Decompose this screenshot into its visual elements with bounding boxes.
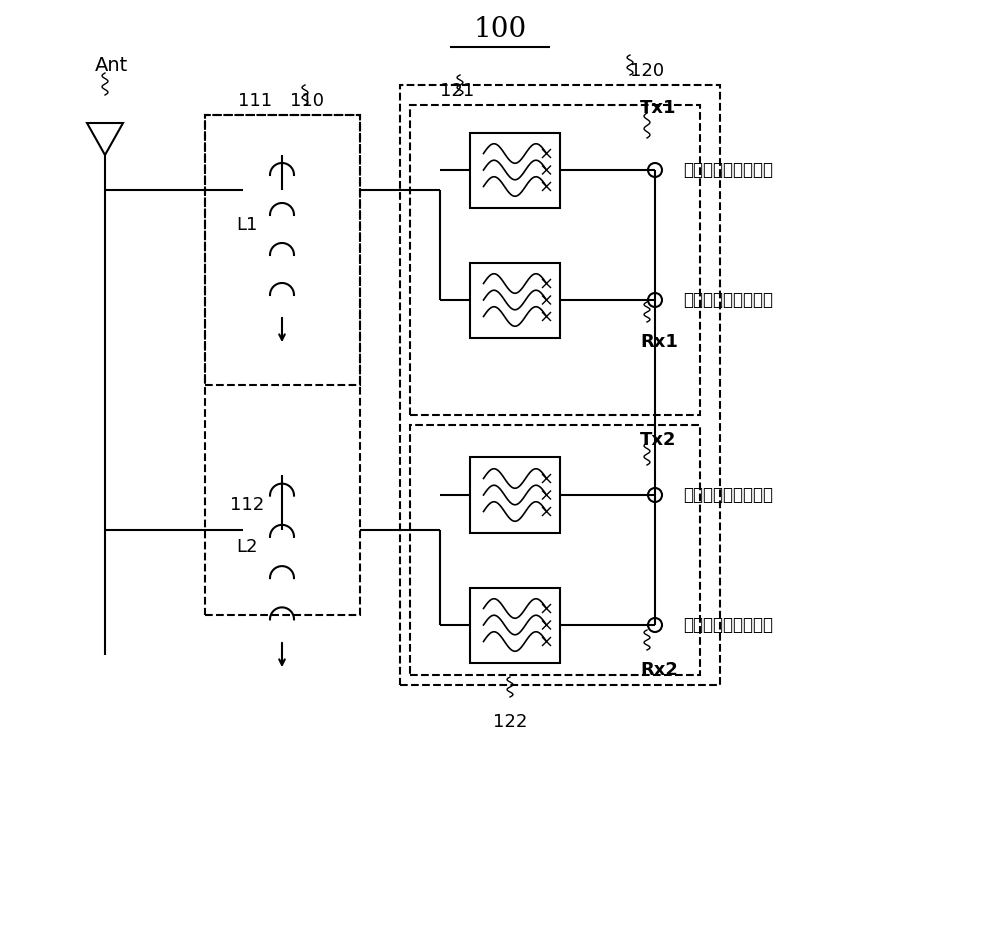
- Text: 120: 120: [630, 62, 664, 80]
- FancyBboxPatch shape: [470, 133, 560, 208]
- FancyBboxPatch shape: [470, 263, 560, 338]
- Text: L1: L1: [236, 216, 258, 234]
- Text: 第二频带的发送信号: 第二频带的发送信号: [683, 486, 773, 504]
- Text: Ant: Ant: [95, 55, 128, 75]
- Text: 100: 100: [473, 17, 527, 44]
- Text: 第一频带的接收信号: 第一频带的接收信号: [683, 291, 773, 309]
- Text: 111: 111: [238, 92, 272, 110]
- Text: Tx2: Tx2: [640, 431, 676, 449]
- Text: 第一频带的发送信号: 第一频带的发送信号: [683, 161, 773, 179]
- Text: Rx1: Rx1: [640, 333, 678, 351]
- Text: 110: 110: [290, 92, 324, 110]
- Text: 122: 122: [493, 713, 527, 731]
- Text: 112: 112: [230, 496, 264, 514]
- Text: L2: L2: [236, 539, 258, 556]
- FancyBboxPatch shape: [470, 587, 560, 663]
- Text: Tx1: Tx1: [640, 99, 676, 117]
- Text: 121: 121: [440, 82, 474, 100]
- Text: Rx2: Rx2: [640, 661, 678, 679]
- FancyBboxPatch shape: [470, 457, 560, 533]
- Text: 第二频带的接收信号: 第二频带的接收信号: [683, 616, 773, 634]
